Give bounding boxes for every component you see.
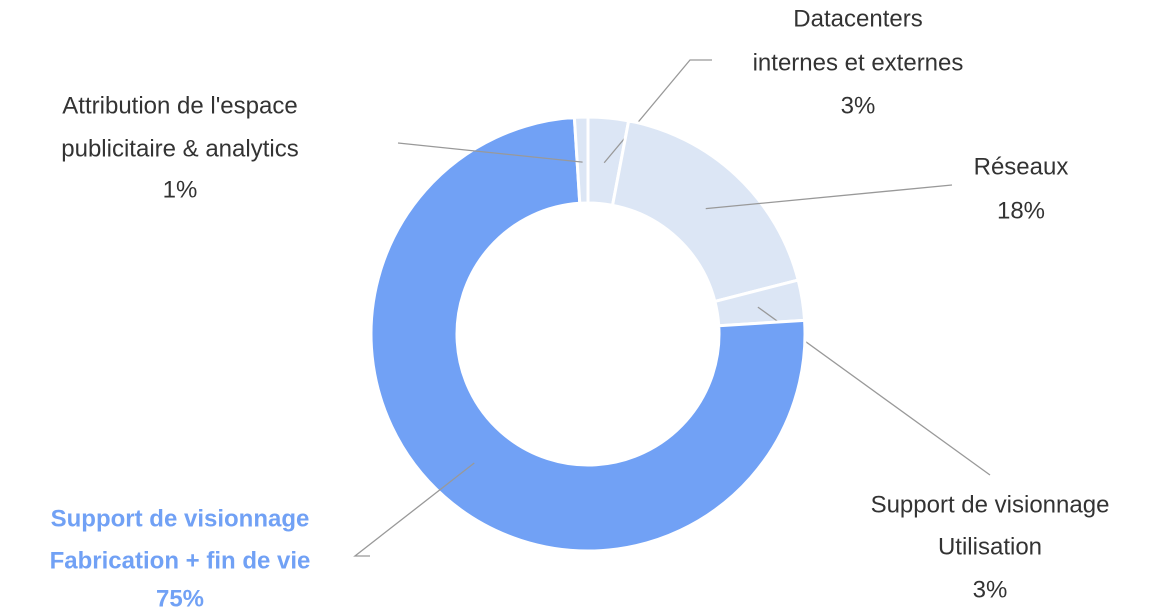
slice-label: Utilisation (938, 533, 1042, 560)
leader-line (705, 184, 953, 210)
slice-label: Attribution de l'espace (62, 92, 297, 119)
slice-label: internes et externes (753, 49, 964, 76)
slice-label: Fabrication + fin de vie (50, 547, 311, 574)
donut-slice (610, 119, 801, 304)
slice-label: Support de visionnage (51, 505, 310, 532)
slice-label: Réseaux (974, 153, 1069, 180)
slice-value-label: 3% (841, 92, 876, 119)
leader-line (353, 462, 475, 557)
donut-slice (572, 115, 590, 205)
slice-label: Datacenters (793, 5, 922, 32)
slice-value-label: 75% (156, 585, 204, 611)
slice-value-label: 3% (973, 576, 1008, 603)
slice-value-label: 1% (163, 176, 198, 203)
leader-line (397, 142, 583, 163)
slice-value-label: 18% (997, 197, 1045, 224)
donut-slice (369, 115, 807, 553)
slice-label: Support de visionnage (871, 491, 1110, 518)
slice-label: publicitaire & analytics (61, 135, 298, 162)
